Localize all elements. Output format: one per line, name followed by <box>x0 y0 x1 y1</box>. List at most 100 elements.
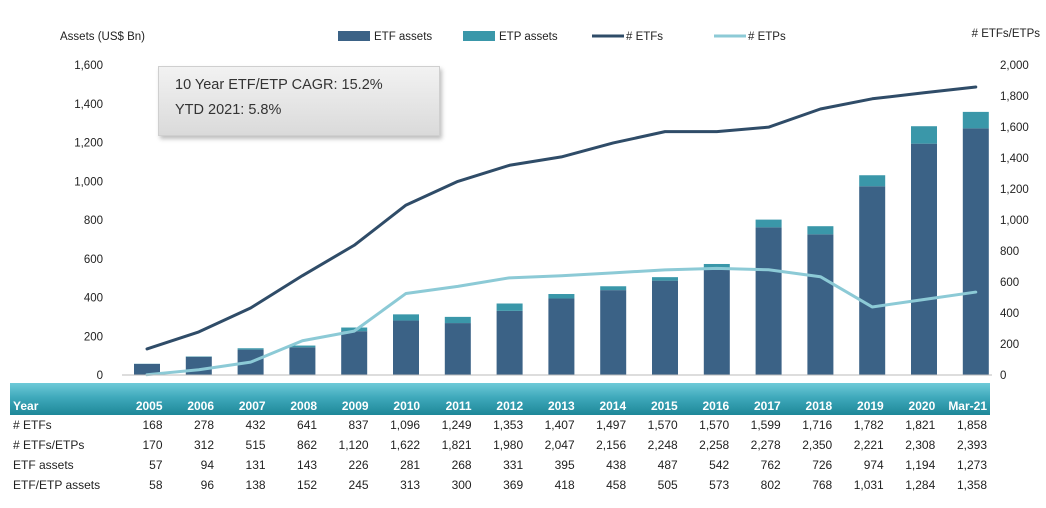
bar-etf-assets <box>962 128 989 375</box>
bar-etf-assets <box>341 331 368 375</box>
right-tick-label: 1,200 <box>1000 184 1029 196</box>
table-cell: 1,120 <box>338 438 369 452</box>
table-row-label: ETF/ETP assets <box>13 478 101 492</box>
table-cell: 726 <box>812 458 833 472</box>
table-cell: 170 <box>142 438 163 452</box>
left-tick-label: 600 <box>84 254 103 266</box>
bar-etf-assets <box>703 269 730 375</box>
table-cell: 862 <box>297 438 318 452</box>
bar-etp-assets <box>393 314 419 321</box>
table-cell: 1,358 <box>956 478 987 492</box>
table-header-year-cell: 2005 <box>114 383 166 415</box>
table-cell: 131 <box>245 458 266 472</box>
table-cell: 438 <box>606 458 627 472</box>
left-tick-label: 0 <box>97 370 103 382</box>
table-cell: 1,858 <box>956 418 987 432</box>
bar-etf-assets <box>393 320 419 375</box>
right-tick-label: 1,000 <box>1000 215 1029 227</box>
table-row: ETF assets 57 94 131 143 226 281 268 331 395 438 48… <box>10 455 990 475</box>
right-tick-label: 600 <box>1000 277 1019 289</box>
bar-etf-assets <box>548 298 575 375</box>
table-header-year-cell: 2011 <box>423 383 475 415</box>
legend-label: ETF assets <box>374 31 432 43</box>
table-cell: 138 <box>245 478 266 492</box>
bar-etf-assets <box>859 186 886 375</box>
bar-etp-assets <box>289 345 316 348</box>
left-tick-label: 1,600 <box>74 60 103 72</box>
bar-etp-assets <box>911 126 937 144</box>
bar-etp-assets <box>496 303 523 311</box>
table-cell: 331 <box>503 458 524 472</box>
table-cell: 458 <box>606 478 627 492</box>
table-cell: 1,284 <box>905 478 936 492</box>
table-cell: 245 <box>348 478 369 492</box>
table-cell: 2,308 <box>905 438 936 452</box>
table-cell: 762 <box>760 458 781 472</box>
bar-etp-assets <box>600 286 627 291</box>
table-cell: 1,096 <box>390 418 421 432</box>
table-cell: 1,570 <box>647 418 678 432</box>
table-cell: 57 <box>149 458 163 472</box>
table-cell: 2,278 <box>750 438 781 452</box>
left-tick-label: 1,200 <box>74 138 103 150</box>
bar-etp-assets <box>548 294 575 299</box>
bar-etf-assets <box>444 323 471 375</box>
table-cell: 1,599 <box>750 418 781 432</box>
table-header-year-cell: 2013 <box>526 383 578 415</box>
right-tick-label: 200 <box>1000 339 1019 351</box>
right-tick-label: 2,000 <box>1000 60 1029 72</box>
lines <box>145 85 978 377</box>
table-row-label: # ETFs/ETPs <box>13 438 85 452</box>
table-header-year-cell: 2020 <box>886 383 939 415</box>
left-tick-label: 400 <box>84 293 103 305</box>
table-cell: 58 <box>149 478 163 492</box>
table-cell: 168 <box>142 418 163 432</box>
table-row: # ETFs/ETPs 170 312 515 862 1,120 1,622 1,821 1,… <box>10 435 990 455</box>
bar-etf-assets <box>807 234 834 375</box>
left-tick-label: 200 <box>84 331 103 343</box>
bar-etp-assets <box>807 226 834 235</box>
table-header-year-cell: 2010 <box>371 383 424 415</box>
left-axis-title: Assets (US$ Bn) <box>60 31 145 43</box>
right-tick-label: 1,600 <box>1000 122 1029 134</box>
table-cell: 152 <box>297 478 318 492</box>
table-cell: 313 <box>400 478 421 492</box>
table-header-year: Year <box>10 383 114 415</box>
right-tick-label: 0 <box>1000 370 1006 382</box>
ytd-text: YTD 2021: 5.8% <box>175 102 282 118</box>
table-cell: 143 <box>297 458 318 472</box>
bar-etf-assets <box>755 227 782 375</box>
table-header-year-cell: 2006 <box>165 383 218 415</box>
left-tick-label: 1,400 <box>74 99 103 111</box>
table-cell: 1,980 <box>493 438 524 452</box>
assets-chart: Assets (US$ Bn) # ETFs/ETPs ETF assets ET… <box>60 28 1041 382</box>
left-tick-label: 1,000 <box>74 176 103 188</box>
bars <box>134 111 989 375</box>
table-cell: 312 <box>194 438 215 452</box>
table-cell: 1,622 <box>390 438 421 452</box>
table-header-year-cell: 2017 <box>732 383 784 415</box>
table-cell: 2,156 <box>596 438 627 452</box>
table-cell: 226 <box>348 458 369 472</box>
table-header-year-cell: 2016 <box>680 383 733 415</box>
cagr-annotation: 10 Year ETF/ETP CAGR: 15.2% YTD 2021: 5.… <box>158 66 440 136</box>
table-cell: 2,350 <box>802 438 833 452</box>
line-etfs <box>145 85 978 351</box>
bar-etp-assets <box>755 219 782 228</box>
table-cell: 432 <box>245 418 266 432</box>
right-axis-title: # ETFs/ETPs <box>972 28 1041 40</box>
table-cell: 974 <box>863 458 884 472</box>
table-cell: 1,821 <box>905 418 936 432</box>
table-row: # ETFs 168 278 432 641 837 1,096 1,249 1,353 1,40… <box>10 415 990 435</box>
table-cell: 768 <box>812 478 833 492</box>
bar-etf-assets <box>185 356 212 375</box>
bar-etp-assets <box>237 348 264 350</box>
table-header-year-cell: 2009 <box>320 383 372 415</box>
table-cell: 268 <box>451 458 472 472</box>
table-cell: 281 <box>400 458 421 472</box>
table-header-year-cell: 2015 <box>629 383 681 415</box>
legend-label: # ETPs <box>748 31 786 43</box>
bar-etf-assets <box>289 347 316 375</box>
legend-swatch <box>463 31 495 41</box>
table-cell: 1,407 <box>544 418 575 432</box>
